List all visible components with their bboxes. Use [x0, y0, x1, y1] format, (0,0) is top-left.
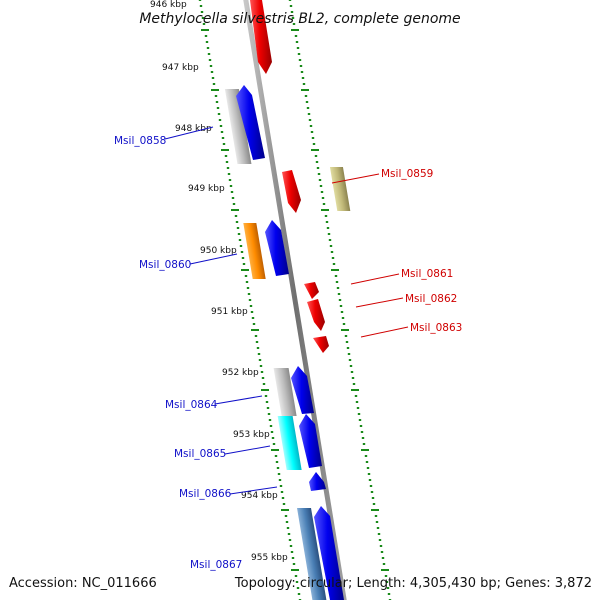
gene-plus-top[interactable] — [250, 0, 272, 74]
label-msil-0862[interactable]: Msil_0862 — [405, 293, 457, 305]
accession-text: Accession: NC_011666 — [9, 576, 157, 591]
gene-msil-0867-steel[interactable] — [297, 508, 327, 600]
page-title: Methylocella silvestris BL2, complete ge… — [139, 11, 460, 27]
label-msil-0865[interactable]: Msil_0865 — [174, 448, 226, 460]
tick-label-949: 949 kbp — [188, 184, 225, 194]
gene-msil-0861[interactable] — [304, 282, 319, 299]
gene-msil-0860-orange[interactable] — [243, 223, 266, 279]
label-msil-0860[interactable]: Msil_0860 — [139, 259, 191, 271]
gene-msil-0859[interactable] — [282, 170, 301, 213]
tick-label-top: 946 kbp — [150, 0, 187, 10]
genome-backbone — [243, 0, 347, 600]
tick-label-954: 954 kbp — [241, 491, 278, 501]
tick-label-952: 952 kbp — [222, 368, 259, 378]
leader-msil-0861 — [350, 273, 400, 285]
leader-msil-0865 — [224, 445, 271, 455]
right-ruler-ticks — [288, 0, 392, 600]
leader-msil-0862 — [355, 297, 404, 308]
gene-msil-0863[interactable] — [313, 336, 329, 353]
tick-label-947: 947 kbp — [162, 63, 199, 73]
leader-msil-0864 — [214, 395, 263, 405]
gene-msil-0859-partner[interactable] — [329, 167, 351, 211]
gene-msil-0867[interactable] — [314, 506, 344, 600]
tick-label-955: 955 kbp — [251, 553, 288, 563]
label-msil-0866[interactable]: Msil_0866 — [179, 488, 232, 500]
label-msil-0858[interactable]: Msil_0858 — [114, 135, 166, 147]
gene-msil-0866[interactable] — [309, 472, 326, 491]
leader-msil-0858 — [164, 126, 214, 140]
left-ruler-ticks — [198, 0, 302, 600]
tick-label-950: 950 kbp — [200, 246, 237, 256]
gene-msil-0864[interactable] — [291, 366, 314, 414]
leader-msil-0859 — [331, 173, 380, 184]
tick-label-948: 948 kbp — [175, 124, 212, 134]
label-msil-0859[interactable]: Msil_0859 — [381, 168, 433, 180]
leader-msil-0860 — [189, 253, 238, 265]
topology-text: Topology: circular; Length: 4,305,430 bp… — [234, 576, 592, 591]
tick-label-953: 953 kbp — [233, 430, 270, 440]
gene-msil-0858[interactable] — [236, 85, 265, 160]
leader-msil-0863 — [360, 326, 409, 338]
label-msil-0867[interactable]: Msil_0867 — [190, 559, 242, 571]
gene-msil-0862[interactable] — [307, 299, 325, 331]
label-msil-0864[interactable]: Msil_0864 — [165, 399, 218, 411]
gene-msil-0858-gray[interactable] — [224, 89, 252, 164]
gene-msil-0865[interactable] — [299, 414, 322, 468]
label-msil-0861[interactable]: Msil_0861 — [401, 268, 453, 280]
leader-msil-0866 — [229, 486, 278, 495]
tick-label-951: 951 kbp — [211, 307, 248, 317]
label-msil-0863[interactable]: Msil_0863 — [410, 322, 462, 334]
gene-msil-0865-cyan[interactable] — [277, 416, 302, 470]
gene-msil-0864-gray[interactable] — [273, 368, 297, 416]
gene-msil-0860[interactable] — [265, 220, 289, 276]
